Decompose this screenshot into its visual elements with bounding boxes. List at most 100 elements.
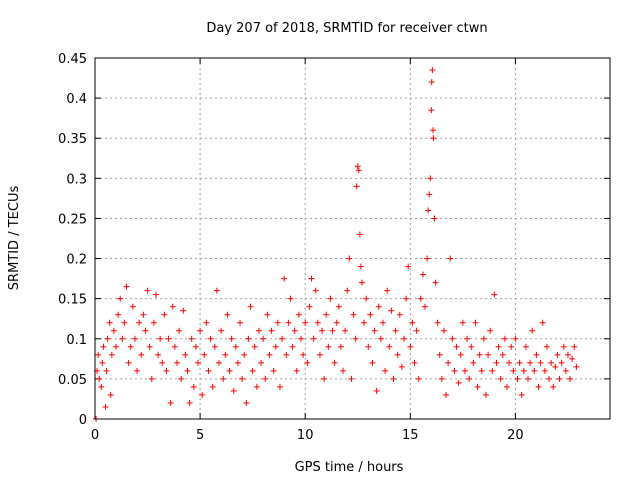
data-point bbox=[546, 375, 553, 382]
data-point bbox=[203, 319, 210, 326]
data-point bbox=[115, 311, 122, 318]
data-point bbox=[152, 291, 159, 298]
data-point bbox=[117, 295, 124, 302]
data-point bbox=[295, 311, 302, 318]
data-point bbox=[186, 399, 193, 406]
data-point bbox=[478, 367, 485, 374]
data-point bbox=[279, 335, 286, 342]
data-point bbox=[504, 383, 510, 390]
data-point bbox=[340, 367, 347, 374]
data-point bbox=[131, 335, 138, 342]
data-point bbox=[335, 303, 342, 310]
data-point bbox=[258, 359, 265, 366]
data-point bbox=[518, 391, 525, 398]
data-point bbox=[211, 343, 218, 350]
data-point bbox=[409, 319, 416, 326]
data-point bbox=[190, 383, 197, 390]
data-point bbox=[234, 359, 241, 366]
data-point bbox=[146, 343, 153, 350]
data-point bbox=[222, 351, 229, 358]
data-point bbox=[398, 363, 405, 370]
data-point bbox=[213, 287, 220, 294]
data-point bbox=[113, 343, 120, 350]
data-point bbox=[365, 343, 372, 350]
data-point bbox=[451, 367, 458, 374]
data-point bbox=[226, 367, 233, 374]
data-point bbox=[377, 335, 384, 342]
data-point bbox=[329, 327, 336, 334]
data-point bbox=[125, 359, 132, 366]
data-point bbox=[533, 351, 540, 358]
data-point bbox=[369, 359, 376, 366]
data-point bbox=[562, 367, 569, 374]
y-tick-label: 0.05 bbox=[58, 373, 87, 388]
data-point bbox=[558, 359, 565, 366]
data-point bbox=[314, 319, 321, 326]
data-point bbox=[552, 363, 559, 370]
data-point bbox=[403, 295, 410, 302]
data-point bbox=[337, 343, 344, 350]
data-point bbox=[388, 307, 395, 314]
data-point bbox=[163, 367, 170, 374]
data-point bbox=[302, 319, 309, 326]
data-point bbox=[411, 359, 418, 366]
data-point bbox=[201, 351, 208, 358]
data-point bbox=[353, 183, 360, 190]
data-point bbox=[394, 351, 401, 358]
data-point bbox=[98, 383, 105, 390]
data-point bbox=[470, 359, 477, 366]
data-point bbox=[119, 335, 126, 342]
data-point bbox=[375, 303, 382, 310]
data-point bbox=[108, 351, 115, 358]
data-point bbox=[316, 351, 323, 358]
data-point bbox=[405, 263, 412, 270]
data-point bbox=[274, 319, 281, 326]
x-tick-label: 0 bbox=[91, 428, 99, 443]
data-point bbox=[491, 291, 498, 298]
data-point bbox=[291, 327, 298, 334]
data-point bbox=[95, 351, 102, 358]
data-point bbox=[262, 375, 269, 382]
data-point bbox=[429, 67, 436, 74]
x-tick-label: 20 bbox=[507, 428, 524, 443]
data-point bbox=[449, 335, 456, 342]
data-point bbox=[276, 383, 283, 390]
grid-layer bbox=[95, 58, 610, 419]
data-point bbox=[346, 255, 353, 262]
data-point bbox=[331, 359, 338, 366]
data-point bbox=[363, 295, 370, 302]
data-point bbox=[285, 319, 292, 326]
data-point bbox=[167, 399, 174, 406]
data-point bbox=[390, 375, 397, 382]
data-point bbox=[228, 335, 235, 342]
data-point bbox=[556, 375, 563, 382]
data-point bbox=[178, 375, 185, 382]
data-point bbox=[216, 359, 223, 366]
data-point bbox=[567, 375, 574, 382]
data-point bbox=[218, 327, 225, 334]
data-point bbox=[188, 335, 195, 342]
data-point bbox=[508, 343, 515, 350]
y-tick-labels: 0 0.05 0.1 0.15 0.2 0.25 0.3 0.35 0.4 0.45 bbox=[58, 52, 87, 428]
data-point bbox=[251, 343, 258, 350]
data-point bbox=[424, 255, 431, 262]
data-point bbox=[548, 359, 555, 366]
data-point bbox=[184, 367, 191, 374]
data-point bbox=[180, 307, 187, 314]
data-point bbox=[306, 303, 313, 310]
data-point bbox=[136, 319, 143, 326]
data-point bbox=[319, 327, 326, 334]
data-point bbox=[497, 375, 504, 382]
data-point bbox=[425, 207, 432, 214]
data-point bbox=[355, 167, 362, 174]
data-point bbox=[386, 343, 393, 350]
data-point bbox=[199, 391, 206, 398]
data-point bbox=[434, 319, 441, 326]
data-point bbox=[127, 343, 134, 350]
data-point bbox=[455, 379, 462, 386]
data-point bbox=[106, 319, 113, 326]
data-point bbox=[159, 359, 166, 366]
y-axis-label: SRMTID / TECUs bbox=[7, 186, 22, 291]
